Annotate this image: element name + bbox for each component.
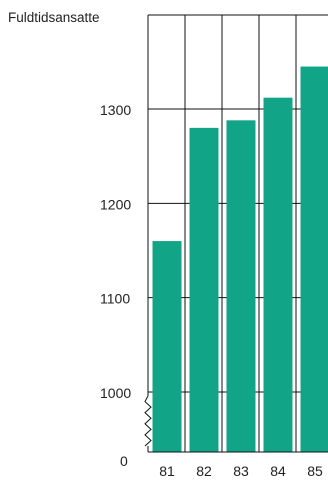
- x-tick-label-84: 84: [270, 463, 286, 479]
- axes: [144, 14, 328, 453]
- bar-82: [189, 127, 219, 452]
- x-tick-label-85: 85: [307, 463, 323, 479]
- axis-break-mark: [144, 395, 152, 447]
- y-tick-label-1200: 1200: [100, 196, 131, 212]
- x-tick-label-81: 81: [159, 463, 175, 479]
- y-tick-label-1000: 1000: [100, 385, 131, 401]
- y-tick-label-1100: 1100: [100, 291, 130, 307]
- bar-83: [226, 120, 256, 452]
- bars: [152, 66, 328, 453]
- bar-85: [300, 66, 328, 453]
- tick-labels: 1000 1100 1200 1300 0 81 82 83 84 85: [100, 102, 323, 479]
- bar-81: [152, 241, 182, 452]
- x-tick-label-82: 82: [196, 463, 212, 479]
- y-tick-label-1300: 1300: [100, 102, 131, 118]
- bar-84: [263, 97, 293, 453]
- y-axis-label: Fuldtidsansatte: [8, 10, 100, 25]
- x-tick-label-83: 83: [233, 463, 249, 479]
- y-tick-label-0: 0: [120, 453, 128, 469]
